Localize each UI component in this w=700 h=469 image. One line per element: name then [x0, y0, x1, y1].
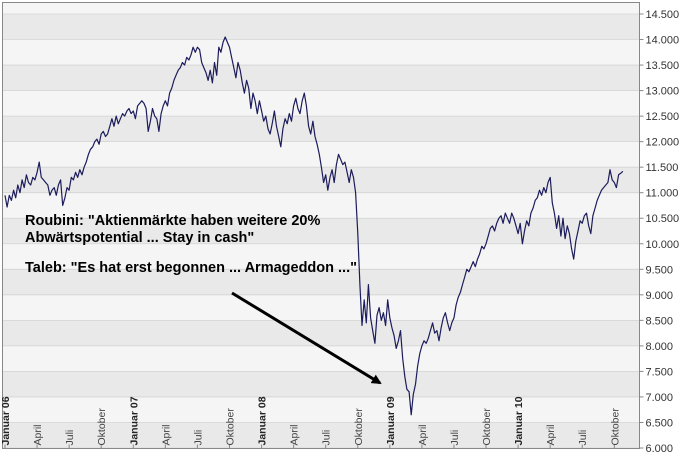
y-tick-label: 9.500	[646, 264, 674, 276]
band	[2, 2, 640, 14]
plot-frame	[2, 2, 640, 449]
band	[2, 116, 640, 142]
x-tick-label: Januar 08	[257, 396, 269, 445]
x-tick-label: Januar 07	[128, 396, 140, 445]
series-line	[4, 36, 624, 416]
x-axis: Januar 06 April Juli Oktober Januar 07 April J…	[0, 396, 621, 449]
band	[2, 14, 640, 40]
x-tick-label: Oktober	[353, 408, 365, 446]
band	[2, 345, 640, 372]
band	[2, 167, 640, 193]
x-tick-label: Januar 06	[0, 396, 12, 445]
x-tick-label: Juli	[577, 430, 589, 446]
annotation-taleb: Taleb: "Es hat erst begonnen ... Armaged…	[25, 260, 357, 276]
x-tick-label: April	[417, 424, 429, 445]
x-tick-label: Januar 09	[385, 396, 397, 445]
x-tick-label: Juli	[321, 430, 333, 446]
x-tick-label: Oktober	[224, 408, 236, 446]
y-tick-label: 9.000	[646, 290, 674, 302]
band	[2, 320, 640, 346]
y-tick-label: 11.000	[646, 188, 679, 200]
band	[2, 218, 640, 244]
x-tick-label: Juli	[449, 430, 461, 446]
y-tick-label: 8.000	[646, 341, 674, 353]
x-tick-label: Oktober	[96, 408, 108, 446]
y-tick-label: 10.000	[646, 239, 680, 251]
band	[2, 294, 640, 321]
y-axis: 14.500 14.000 13.500 13.000 12.500 12.000 11.5…	[639, 9, 680, 455]
band	[2, 90, 640, 117]
x-tick-label: Oktober	[609, 408, 621, 446]
band	[2, 269, 640, 295]
x-tick-label: Januar 10	[513, 396, 525, 445]
arrow-line	[231, 291, 382, 385]
x-tick-label: April	[160, 424, 172, 445]
x-tick-label: April	[32, 424, 44, 445]
band	[2, 371, 640, 397]
x-tick-label: Juli	[64, 430, 76, 446]
y-tick-label: 13.500	[646, 60, 680, 72]
y-tick-label: 7.000	[646, 392, 674, 404]
y-tick-label: 12.000	[646, 137, 680, 149]
x-tick-label: April	[289, 424, 301, 445]
y-tick-label: 14.500	[646, 9, 680, 21]
band	[2, 65, 640, 91]
x-tick-label: Oktober	[481, 408, 493, 446]
y-tick-label: 13.000	[646, 86, 680, 98]
y-tick-label: 14.000	[646, 35, 680, 47]
y-tick-label: 12.500	[646, 111, 680, 123]
band	[2, 39, 640, 66]
y-tick-label: 11.500	[646, 162, 679, 174]
x-tick-label: April	[545, 424, 557, 445]
y-tick-label: 8.500	[646, 315, 674, 327]
y-tick-label: 7.500	[646, 366, 674, 378]
band	[2, 243, 640, 270]
band	[2, 422, 640, 448]
annotation-roubini-line1: Roubini: "Aktienmärkte haben weitere 20%	[25, 213, 321, 229]
y-tick-label: 10.500	[646, 213, 680, 225]
y-tick-label: 6.500	[646, 417, 674, 429]
y-tick-label: 6.000	[646, 443, 674, 455]
band	[2, 396, 640, 423]
series-group	[4, 36, 624, 416]
annotation-arrow	[231, 291, 382, 385]
annotation-roubini-line2: Abwärtspotential ... Stay in cash"	[25, 230, 255, 246]
x-tick-label: Juli	[192, 430, 204, 446]
